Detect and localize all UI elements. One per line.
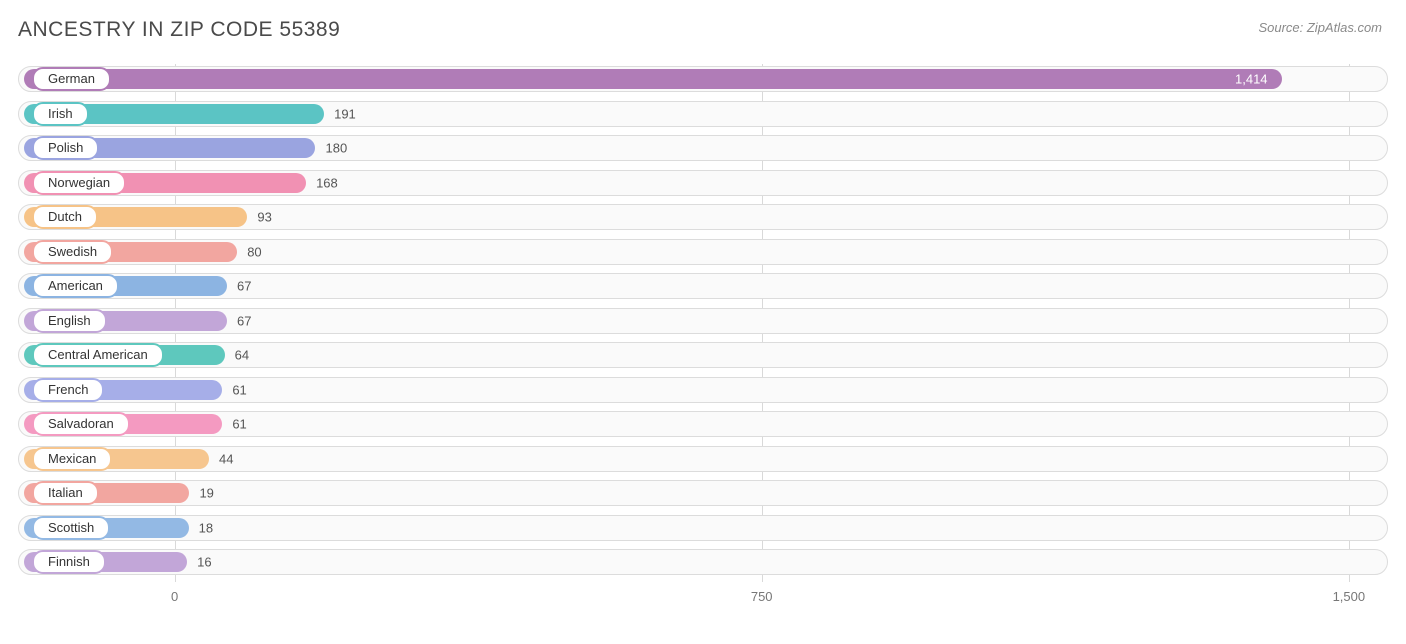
value-label: 61	[232, 417, 246, 432]
bar-row: Polish 180	[18, 133, 1388, 163]
bar-row: Dutch 93	[18, 202, 1388, 232]
chart-plot: 0 750 1,500 German 1,414 Irish 191 Polish 180 Nor…	[18, 64, 1388, 604]
bar-row: Norwegian 168	[18, 168, 1388, 198]
value-label: 191	[334, 106, 356, 121]
value-label: 18	[199, 520, 213, 535]
bar-track	[18, 411, 1388, 437]
bar-track	[18, 515, 1388, 541]
bar-row: French 61	[18, 375, 1388, 405]
category-pill: Irish	[32, 102, 89, 126]
value-label: 80	[247, 244, 261, 259]
category-pill: Salvadoran	[32, 412, 130, 436]
bar-track	[18, 377, 1388, 403]
value-label: 64	[235, 348, 249, 363]
category-pill: German	[32, 67, 111, 91]
category-pill: Swedish	[32, 240, 113, 264]
category-pill: Scottish	[32, 516, 110, 540]
value-label: 19	[199, 486, 213, 501]
x-axis-tick: 750	[751, 589, 773, 604]
value-label: 44	[219, 451, 233, 466]
bar-row: Irish 191	[18, 99, 1388, 129]
bars-container: German1,414Irish191Polish180Norwegian168…	[18, 64, 1388, 577]
bar-row: Salvadoran 61	[18, 409, 1388, 439]
bar-row: Central American 64	[18, 340, 1388, 370]
value-label: 168	[316, 175, 338, 190]
x-axis-tick: 0	[171, 589, 178, 604]
category-pill: Dutch	[32, 205, 98, 229]
value-label: 67	[237, 279, 251, 294]
chart-source: Source: ZipAtlas.com	[1258, 20, 1382, 35]
bar-row: American 67	[18, 271, 1388, 301]
category-pill: Central American	[32, 343, 164, 367]
chart-area: 0 750 1,500 German 1,414 Irish 191 Polish 180 Nor…	[18, 64, 1388, 624]
x-axis-tick: 1,500	[1333, 589, 1366, 604]
value-label: 16	[197, 555, 211, 570]
category-pill: Norwegian	[32, 171, 126, 195]
bar-row: Swedish 80	[18, 237, 1388, 267]
category-pill: Polish	[32, 136, 99, 160]
category-pill: Mexican	[32, 447, 112, 471]
bar-row: Scottish 18	[18, 513, 1388, 543]
value-label: 93	[257, 210, 271, 225]
category-pill: American	[32, 274, 119, 298]
chart-title: ANCESTRY IN ZIP CODE 55389	[18, 18, 340, 42]
value-label: 67	[237, 313, 251, 328]
value-label: 1,414	[1235, 72, 1268, 87]
category-pill: Italian	[32, 481, 99, 505]
bar-row: German 1,414	[18, 64, 1388, 94]
category-pill: French	[32, 378, 104, 402]
category-pill: Finnish	[32, 550, 106, 574]
bar-row: Italian 19	[18, 478, 1388, 508]
value-label: 61	[232, 382, 246, 397]
chart-header: ANCESTRY IN ZIP CODE 55389 Source: ZipAt…	[18, 18, 1388, 42]
category-pill: English	[32, 309, 107, 333]
bar-row: Finnish 16	[18, 547, 1388, 577]
bar-track	[18, 480, 1388, 506]
value-label: 180	[325, 141, 347, 156]
bar-row: Mexican 44	[18, 444, 1388, 474]
bar-track	[18, 549, 1388, 575]
bar	[24, 69, 1282, 89]
bar-row: English 67	[18, 306, 1388, 336]
